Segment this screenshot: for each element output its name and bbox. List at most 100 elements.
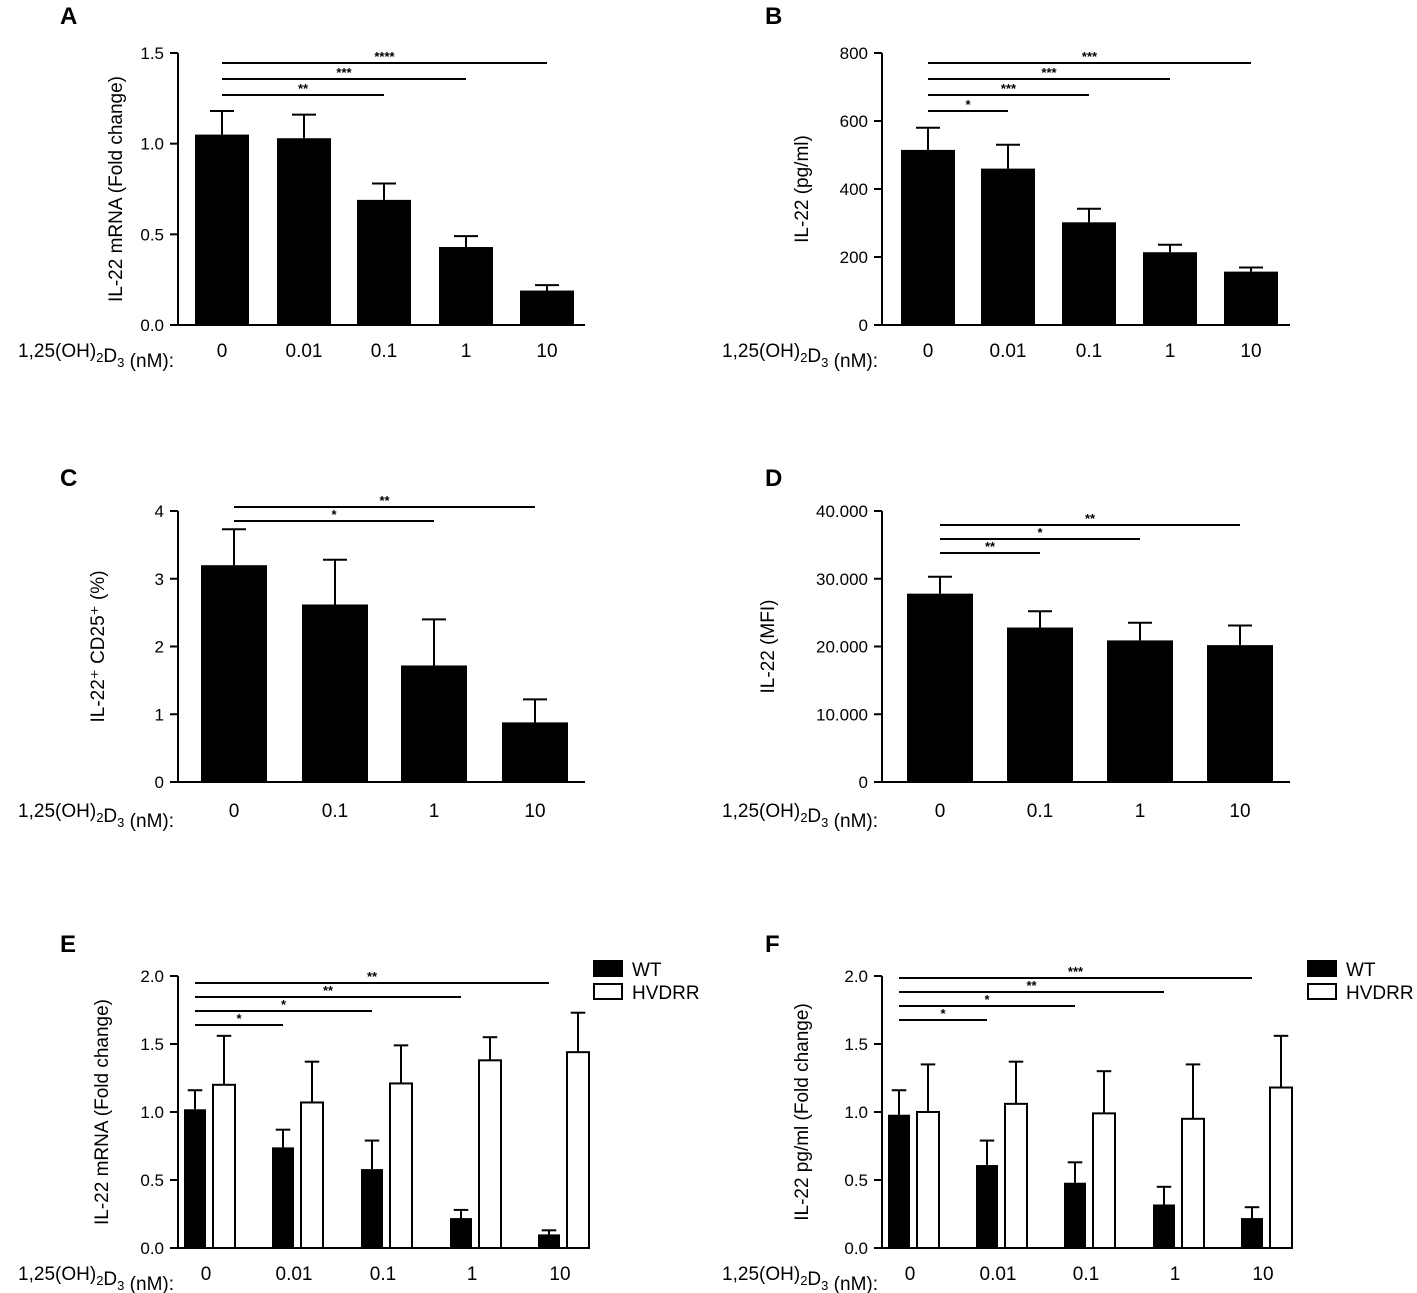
panel-letter: B xyxy=(765,3,782,30)
wt-bar xyxy=(976,1165,998,1248)
y-axis-title: IL-22 (pg/ml) xyxy=(792,135,813,243)
y-axis-title: IL-22⁺ CD25⁺ (%) xyxy=(88,570,109,722)
significance-label: *** xyxy=(1068,964,1084,979)
significance-label: ** xyxy=(298,81,309,96)
hvdrr-bar xyxy=(1269,1086,1293,1250)
panel-letter: D xyxy=(765,465,782,492)
y-tick-label: 0.5 xyxy=(140,1171,164,1190)
significance-label: * xyxy=(1037,525,1043,540)
significance-label: ** xyxy=(1085,511,1096,526)
significance-label: * xyxy=(236,1011,242,1026)
x-tick-label: 1 xyxy=(1165,341,1176,362)
wt-bar xyxy=(538,1234,560,1248)
x-tick-label: 0 xyxy=(217,341,228,362)
x-tick-label: 0.1 xyxy=(1076,341,1102,362)
legend-swatch-wt xyxy=(1307,960,1337,977)
y-tick-label: 2 xyxy=(155,638,164,657)
y-tick-label: 600 xyxy=(840,112,868,131)
wt-bar xyxy=(450,1218,472,1248)
hvdrr-bar xyxy=(300,1101,324,1249)
hvdrr-bar xyxy=(478,1059,502,1249)
x-tick-label: 0.01 xyxy=(286,341,323,362)
significance-label: * xyxy=(940,1006,946,1021)
y-tick-label: 0.5 xyxy=(140,225,164,244)
x-tick-label: 0 xyxy=(905,1264,916,1285)
significance-label: * xyxy=(965,97,971,112)
x-tick-label: 0.1 xyxy=(322,801,348,822)
significance-label: * xyxy=(984,992,990,1007)
x-axis-title: 1,25(OH)2D3 (nM): xyxy=(18,341,174,372)
x-tick-label: 0 xyxy=(229,801,240,822)
y-tick-label: 0 xyxy=(859,316,868,335)
y-tick-label: 1.0 xyxy=(844,1103,868,1122)
x-axis-title: 1,25(OH)2D3 (nM): xyxy=(18,801,174,832)
panel-a: A 0.0 0.5 1.0 1.5 IL-22 mRNA (Fold change) 0 0.… xyxy=(18,3,585,372)
panel-letter: E xyxy=(60,931,76,958)
bar xyxy=(1007,627,1073,782)
x-tick-label: 0 xyxy=(201,1264,212,1285)
y-tick-label: 10.000 xyxy=(816,705,868,724)
bar xyxy=(981,168,1035,325)
hvdrr-bar xyxy=(1004,1102,1028,1249)
y-tick-label: 1.5 xyxy=(140,1035,164,1054)
panel-letter: A xyxy=(60,3,77,30)
x-tick-label: 0.01 xyxy=(990,341,1027,362)
y-tick-label: 2.0 xyxy=(140,967,164,986)
y-tick-label: 30.000 xyxy=(816,570,868,589)
bar xyxy=(277,138,331,325)
hvdrr-bar xyxy=(1092,1112,1116,1249)
x-tick-label: 1 xyxy=(461,341,472,362)
y-tick-label: 20.000 xyxy=(816,638,868,657)
x-tick-label: 10 xyxy=(524,801,545,822)
y-axis-title: IL-22 mRNA (Fold change) xyxy=(92,999,113,1225)
bar xyxy=(357,199,411,325)
x-tick-label: 1 xyxy=(1170,1264,1181,1285)
x-axis-title: 1,25(OH)2D3 (nM): xyxy=(722,801,878,832)
x-tick-label: 0 xyxy=(923,341,934,362)
significance-label: ** xyxy=(379,493,390,508)
wt-bar xyxy=(1153,1204,1175,1248)
x-tick-label: 0.1 xyxy=(371,341,397,362)
significance-label: *** xyxy=(336,65,352,80)
x-axis-title: 1,25(OH)2D3 (nM): xyxy=(722,1264,878,1293)
panel-e: E 0.0 0.5 1.0 1.5 2.0 IL-22 mRNA (Fold change)… xyxy=(18,931,700,1293)
significance-label: ** xyxy=(985,539,996,554)
y-tick-label: 1.5 xyxy=(844,1035,868,1054)
y-tick-label: 400 xyxy=(840,180,868,199)
legend-label: HVDRR xyxy=(632,983,700,1004)
y-axis-title: IL-22 (MFI) xyxy=(758,600,779,694)
x-tick-label: 10 xyxy=(1252,1264,1273,1285)
legend-swatch-wt xyxy=(593,960,623,977)
panel-b: B 0 200 400 600 800 IL-22 (pg/ml) 0 0.01 0.1 1 10 1,… xyxy=(722,3,1290,372)
y-tick-label: 2.0 xyxy=(844,967,868,986)
y-tick-label: 0.5 xyxy=(844,1171,868,1190)
y-tick-label: 0.0 xyxy=(844,1239,868,1258)
bar xyxy=(907,593,973,782)
y-tick-label: 1.0 xyxy=(140,1103,164,1122)
bar xyxy=(201,565,267,782)
significance-label: * xyxy=(281,997,287,1012)
bar xyxy=(302,604,368,782)
y-tick-label: 3 xyxy=(155,570,164,589)
x-tick-label: 0.1 xyxy=(1027,801,1053,822)
significance-label: * xyxy=(331,507,337,522)
hvdrr-bar xyxy=(1181,1117,1205,1250)
hvdrr-bar xyxy=(566,1051,590,1250)
wt-bar xyxy=(361,1169,383,1248)
bar xyxy=(520,290,574,325)
legend-label: WT xyxy=(1346,960,1376,981)
significance-label: *** xyxy=(1082,49,1098,64)
bar xyxy=(1207,645,1273,782)
legend-label: HVDRR xyxy=(1346,983,1414,1004)
wt-bar xyxy=(1064,1182,1086,1248)
panel-letter: F xyxy=(765,931,780,958)
x-tick-label: 1 xyxy=(467,1264,478,1285)
x-tick-label: 0.01 xyxy=(276,1264,313,1285)
x-axis-title: 1,25(OH)2D3 (nM): xyxy=(722,341,878,372)
panel-d: D 0 10.000 20.000 30.000 40.000 IL-22 (MFI) 0 0.… xyxy=(722,465,1290,832)
significance-label: **** xyxy=(374,49,395,64)
x-tick-label: 10 xyxy=(1240,341,1261,362)
legend-swatch-hvdrr xyxy=(593,983,623,1000)
y-tick-label: 1.5 xyxy=(140,44,164,63)
